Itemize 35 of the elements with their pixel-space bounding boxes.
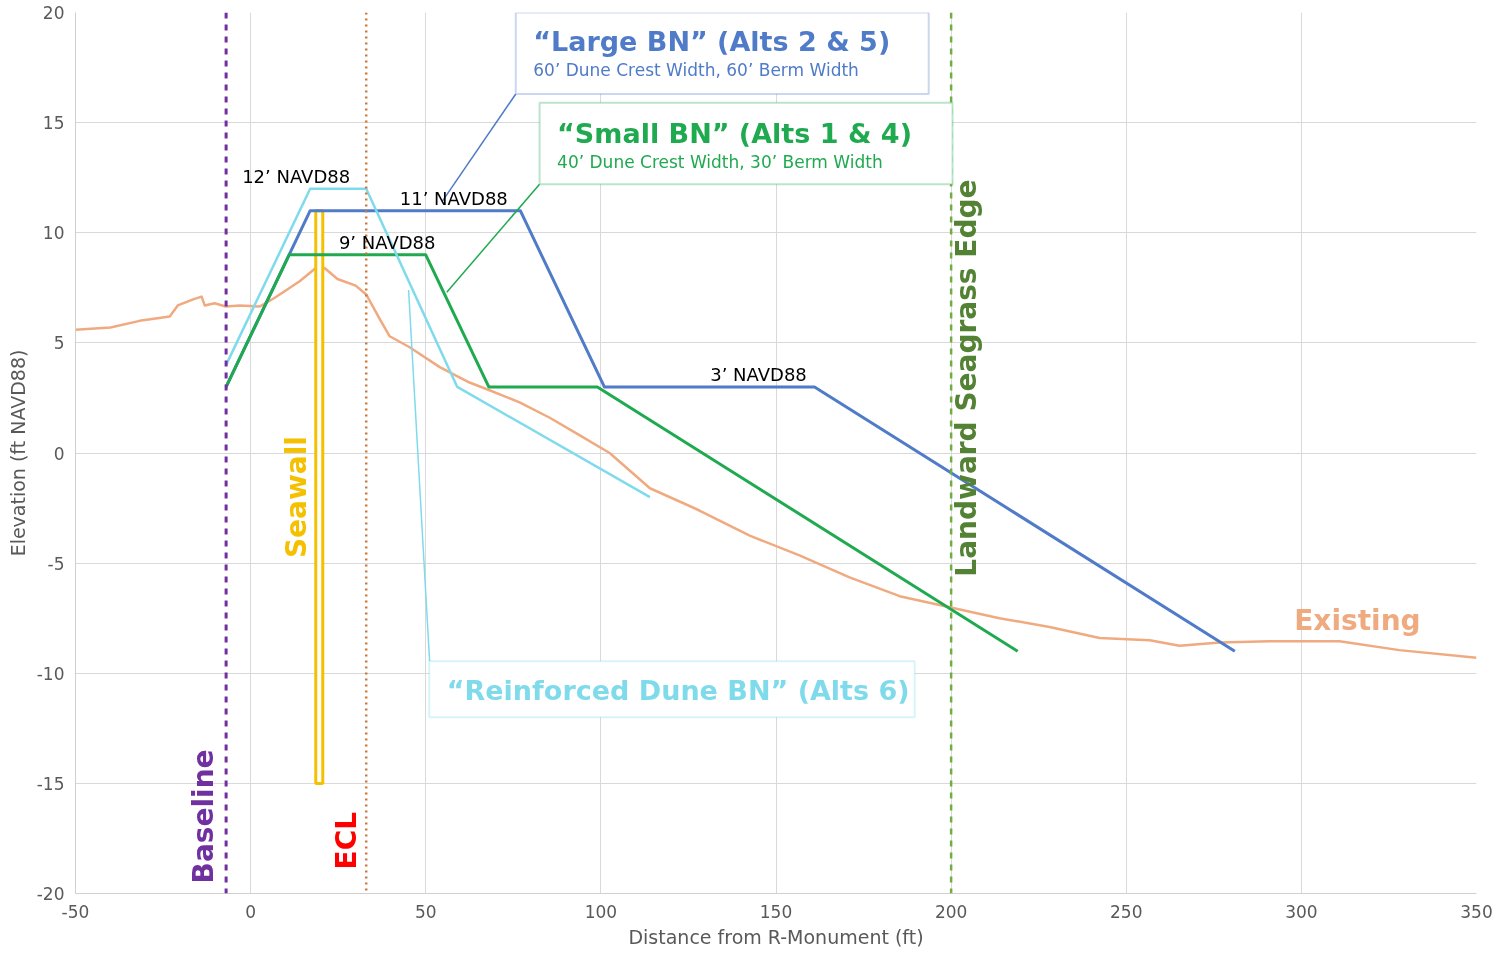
- x-tick-label: 50: [414, 901, 437, 922]
- text: Seawall: [279, 436, 313, 559]
- x-tick-label: 250: [1110, 901, 1143, 922]
- y-tick-label: 20: [42, 3, 65, 23]
- x-tick-label: 350: [1460, 901, 1493, 922]
- line-series: [75, 266, 1477, 660]
- text: “Large BN” (Alts 2 & 5): [533, 25, 891, 57]
- annotation: 40’ Dune Crest Width, 30’ Berm Width: [557, 152, 883, 173]
- x-tick-label: -50: [61, 901, 90, 922]
- y-tick-label: -5: [47, 553, 65, 574]
- x-tick-label: 100: [584, 901, 618, 922]
- ref-line-label: Baseline: [186, 749, 220, 884]
- ref-line-label: Landward Seagrass Edge: [950, 179, 984, 577]
- series-label: Existing: [1294, 603, 1421, 637]
- text: “Reinforced Dune BN” (Alts 6): [446, 675, 910, 707]
- y-tick-label: -20: [36, 884, 65, 904]
- x-tick-label: 300: [1285, 901, 1318, 922]
- text: “Small BN” (Alts 1 & 4): [557, 118, 912, 150]
- y-tick-label: 0: [53, 443, 65, 464]
- annotation: 11’ NAVD88: [399, 187, 508, 209]
- y-tick-label: 5: [53, 333, 65, 354]
- annotation: 9’ NAVD88: [338, 231, 436, 253]
- y-axis-title: Elevation (ft NAVD88): [6, 349, 29, 557]
- annotation: 60’ Dune Crest Width, 60’ Berm Width: [533, 59, 859, 80]
- annotation: 12’ NAVD88: [242, 165, 351, 187]
- ref-line-label: ECL: [330, 811, 364, 870]
- y-tick-label: 15: [42, 113, 65, 134]
- x-tick-label: 200: [934, 901, 968, 922]
- annotation: 3’ NAVD88: [710, 363, 807, 385]
- y-tick-label: -15: [36, 773, 65, 794]
- x-axis-title: Distance from R-Monument (ft): [628, 925, 924, 948]
- x-tick-label: 0: [245, 901, 257, 922]
- y-tick-label: 10: [42, 223, 65, 244]
- x-tick-label: 150: [759, 901, 793, 922]
- y-tick-label: -10: [36, 663, 65, 684]
